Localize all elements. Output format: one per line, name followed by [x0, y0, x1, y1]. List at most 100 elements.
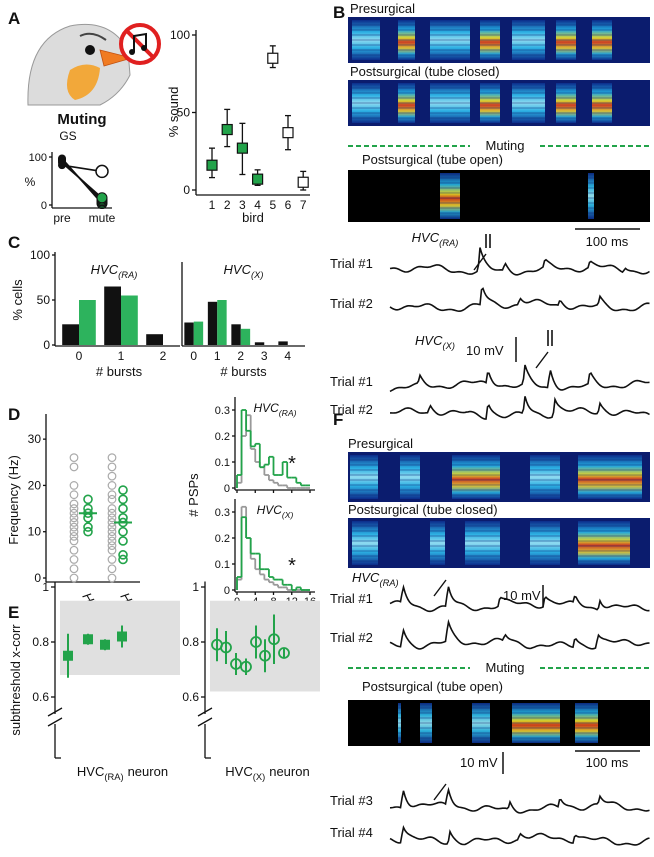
cell-point: [107, 453, 117, 463]
x-tick-label: 2: [237, 349, 244, 363]
x-axis-label: # bursts: [96, 364, 143, 379]
cell-point: [69, 518, 79, 527]
muted-cell-point: [118, 503, 128, 514]
muted-cell-point: [118, 485, 128, 495]
cell-point: [107, 527, 117, 537]
x-tick-label: 0: [76, 349, 83, 363]
y-tick-label: 50: [37, 293, 51, 307]
y-tick-label: 1: [42, 580, 49, 594]
cell-point: [107, 513, 117, 523]
x-axis-label: # bursts: [220, 364, 267, 379]
y-tick-label: 1: [192, 580, 199, 594]
x-axis-label: HVC(RA) neuron: [77, 764, 168, 782]
syllable: [530, 455, 560, 499]
scale-label: 100 ms: [586, 234, 629, 249]
muted-cell-point: [118, 526, 128, 537]
syllable: [592, 83, 612, 123]
x-tick-label: 5: [269, 198, 276, 212]
bar: [254, 342, 265, 345]
x-tick-label: 7: [300, 198, 307, 212]
axis-break: [197, 707, 213, 717]
trial-label: Trial #4: [330, 825, 373, 840]
break-mark: [433, 579, 447, 597]
y-tick-label: 0: [34, 571, 41, 585]
cell-point: [69, 536, 79, 546]
cell-point: [107, 545, 117, 555]
syllable: [352, 521, 378, 565]
chart-title: HVC(X): [224, 262, 264, 280]
y-tick-label: 50: [177, 106, 191, 120]
y-tick-label: 0.1: [215, 559, 230, 571]
voltage-trace: [389, 618, 650, 650]
y-tick-label: 20: [28, 478, 42, 492]
cell-point: [107, 531, 117, 541]
y-tick-label: 0: [41, 200, 47, 212]
bar: [207, 301, 218, 345]
x-tick-label: mute: [89, 211, 116, 225]
axis-break: [47, 717, 63, 727]
trial-label: Trial #2: [330, 402, 373, 417]
bar: [193, 321, 204, 345]
scale-label: 100 ms: [586, 755, 629, 770]
text-part: (RA): [279, 408, 297, 418]
y-tick-label: 0.3: [215, 405, 230, 417]
bar: [278, 341, 288, 345]
syllable: [512, 703, 560, 743]
bird-point: [252, 173, 264, 185]
trial-label: Trial #1: [330, 256, 373, 271]
bar: [217, 300, 227, 345]
syllable: [440, 173, 460, 219]
x-tick-label: pre: [53, 211, 71, 225]
y-tick-label: 0.6: [32, 690, 49, 704]
cell-point: [69, 573, 79, 583]
bar: [184, 322, 194, 345]
y-axis-label: % sound: [166, 87, 181, 138]
text-part: (RA): [379, 578, 398, 588]
text-part: neuron: [128, 764, 168, 779]
neuron-point: [240, 660, 252, 673]
cell-point: [107, 522, 117, 532]
bird-point: [297, 176, 309, 188]
trial-label: Trial #1: [330, 374, 373, 389]
cell-point: [69, 508, 79, 518]
syllable: [430, 20, 470, 60]
bird-illustration: [27, 23, 161, 106]
trial-label: Trial #1: [330, 591, 373, 606]
axis-break: [47, 707, 63, 717]
x-tick-label: 3: [261, 349, 268, 363]
chart-title: HVC(RA): [91, 262, 138, 280]
x-axis-label: bird: [242, 210, 264, 225]
muting-label: Muting: [485, 138, 524, 153]
cell-point: [69, 504, 79, 513]
syllable: [480, 20, 500, 60]
text-part: neuron: [269, 764, 309, 779]
neuron-point: [117, 631, 127, 642]
y-tick-label: 100: [170, 28, 190, 42]
cell-point: [107, 573, 117, 583]
spectrogram-title: Postsurgical (tube closed): [348, 502, 498, 517]
muted-cell-point: [83, 494, 93, 505]
syllable: [465, 521, 500, 565]
bar: [121, 295, 138, 345]
y-tick-label: 0.8: [32, 635, 49, 649]
muting-label: Muting: [485, 660, 524, 675]
y-tick-label: 0.2: [215, 431, 230, 443]
y-tick-label: 0.3: [215, 507, 230, 519]
panel-label: D: [8, 405, 20, 424]
panel-label: A: [8, 9, 20, 28]
y-axis-label: %: [25, 175, 36, 189]
text-part: HVC: [257, 503, 283, 517]
spectrogram-title: Postsurgical (tube closed): [350, 64, 500, 79]
syllable: [352, 83, 380, 123]
bird-point: [236, 142, 248, 154]
x-tick-label: 1: [118, 349, 125, 363]
neuron-point: [259, 649, 271, 662]
y-tick-label: 0.2: [215, 533, 230, 545]
y-axis-label: # PSPs: [186, 473, 201, 517]
cell-point: [69, 481, 79, 490]
cell-point: [107, 481, 117, 490]
y-axis-label: subthreshold x-corr: [8, 624, 23, 736]
syllable: [575, 703, 598, 743]
syllable: [352, 20, 380, 60]
neuron-point: [250, 636, 262, 648]
